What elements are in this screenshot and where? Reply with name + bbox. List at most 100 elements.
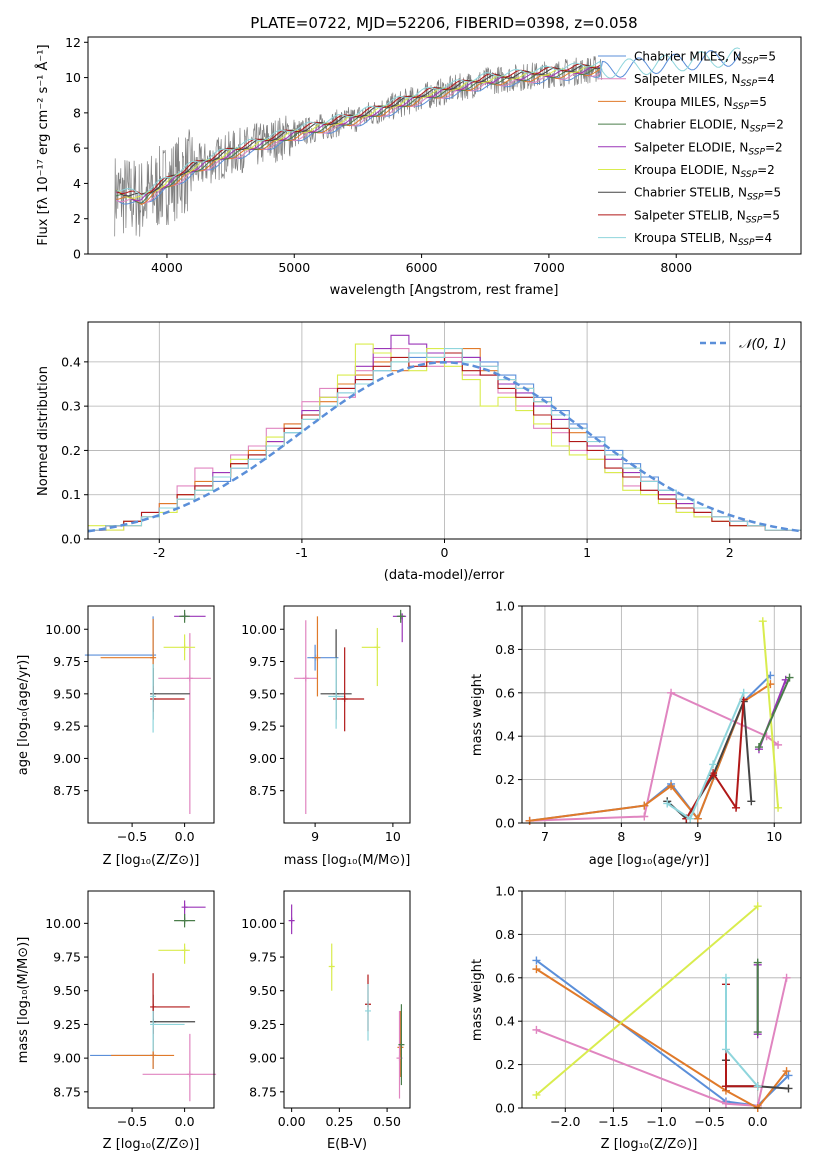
y-tick-label: 1.0 xyxy=(495,884,515,899)
mass-vs-ebv-panel: 0.00 0.25 0.50 8.75 9.00 9.25 9.50 9.75 10.00 xyxy=(241,890,411,1129)
x-tick-label: 5000 xyxy=(278,260,310,275)
y-tick-label: 0.6 xyxy=(495,685,515,700)
spectrum-title: PLATE=0722, MJD=52206, FIBERID=0398, z=0… xyxy=(250,14,637,32)
errorbar-point xyxy=(163,634,196,661)
errorbar-marker xyxy=(150,1003,157,1010)
spectrum-xlabel: wavelength [Angstrom, rest frame] xyxy=(330,283,559,298)
y-tick-label: 8.75 xyxy=(249,1084,277,1099)
legend-label: Chabrier STELIB, NSSP=5 xyxy=(634,186,781,203)
weight-series-line xyxy=(666,692,745,821)
weight-point-marker xyxy=(753,1082,762,1091)
y-tick-label: 10 xyxy=(65,70,81,85)
weight-point-marker xyxy=(784,1071,793,1080)
x-tick-label: 0.0 xyxy=(748,1114,768,1129)
y-tick-label: 9.50 xyxy=(53,983,81,998)
legend-label: Salpeter STELIB, NSSP=5 xyxy=(634,208,780,225)
weight-point-marker xyxy=(721,1045,730,1054)
age-vs-mass-panel: 9 10 8.75 9.00 9.25 9.50 9.75 10.00 xyxy=(241,605,411,844)
normal-legend-label: 𝒩(0, 1) xyxy=(739,337,786,352)
weight-point-marker xyxy=(754,743,763,752)
weight-point-marker xyxy=(693,814,702,823)
errorbar-marker xyxy=(181,947,188,954)
spectrum-ylabel: Flux [fλ 10⁻¹⁷ erg cm⁻² s⁻¹ Å⁻¹] xyxy=(35,44,51,245)
y-tick-label: 9.00 xyxy=(53,751,81,766)
model-spectrum-line xyxy=(115,64,600,197)
p7-xlabel: Z [log₁₀(Z/Z⊙)] xyxy=(601,1137,698,1152)
model-spectrum-line xyxy=(115,63,601,195)
x-tick-label: 0.0 xyxy=(175,1114,195,1129)
axes-frame xyxy=(521,890,802,1109)
axes-frame xyxy=(283,890,411,1109)
p2-ylabel: age [log₁₀(age/yr)] xyxy=(16,655,31,776)
errorbar-point xyxy=(158,943,190,964)
weight-point-marker xyxy=(640,801,649,810)
x-tick-label: 0 xyxy=(441,545,449,560)
weight-point-marker xyxy=(663,799,672,808)
errorbar-marker xyxy=(328,963,335,970)
p4-ylabel: mass weight xyxy=(470,674,485,756)
x-tick-label: 8000 xyxy=(660,260,692,275)
x-tick-label: 0.00 xyxy=(278,1114,306,1129)
x-tick-label: −1.0 xyxy=(646,1114,676,1129)
y-tick-label: 0.0 xyxy=(61,532,81,547)
histogram-ylabel: Normed distribution xyxy=(36,366,51,496)
errorbar-point xyxy=(397,1010,404,1077)
weight-point-marker xyxy=(782,1067,791,1076)
legend-label: Kroupa ELODIE, NSSP=2 xyxy=(634,163,775,180)
y-tick-label: 0.8 xyxy=(495,642,515,657)
y-tick-label: 0.2 xyxy=(61,443,81,458)
weight-series-line xyxy=(761,621,780,808)
x-tick-label: −2.0 xyxy=(550,1114,580,1129)
p7-ylabel: mass weight xyxy=(470,959,485,1041)
weight-point-marker xyxy=(532,965,541,974)
x-tick-label: -1 xyxy=(296,545,308,560)
weight-point-marker xyxy=(721,973,730,982)
errorbar-marker xyxy=(181,613,188,620)
weight-point-marker xyxy=(784,1084,793,1093)
y-tick-label: 1.0 xyxy=(495,599,515,614)
weight-series-line xyxy=(536,977,788,1107)
y-tick-label: 8 xyxy=(73,105,81,120)
x-tick-label: 10 xyxy=(385,829,401,844)
histogram-xlabel: (data-model)/error xyxy=(384,568,505,583)
y-tick-label: 10.00 xyxy=(45,916,81,931)
y-tick-label: 9.25 xyxy=(53,719,81,734)
errorbar-point xyxy=(142,1033,217,1102)
errorbar-point xyxy=(174,913,196,928)
massweight-vs-age-panel: 7 8 9 10 0.0 0.2 0.4 0.6 0.8 1.0 xyxy=(495,599,802,844)
y-tick-label: 9.50 xyxy=(249,686,277,701)
legend-label: Chabrier MILES, NSSP=5 xyxy=(634,50,776,67)
errorbar-marker xyxy=(341,696,348,702)
model-spectrum-line xyxy=(115,50,741,205)
model-spectrum-line xyxy=(115,47,741,197)
p4-xlabel: age [log₁₀(age/yr)] xyxy=(589,853,710,868)
weight-point-marker xyxy=(753,1028,762,1037)
y-tick-label: 0.2 xyxy=(495,1057,515,1072)
errorbar-marker xyxy=(181,904,188,911)
y-tick-label: 9.25 xyxy=(249,719,277,734)
legend-label: Salpeter ELODIE, NSSP=2 xyxy=(634,140,783,157)
y-tick-label: 9.00 xyxy=(249,1051,277,1066)
mass-vs-metallicity-panel: −0.5 0.0 8.75 9.00 9.25 9.50 9.75 10.00 xyxy=(45,890,217,1129)
axes-frame xyxy=(283,605,411,824)
y-tick-label: 0 xyxy=(73,247,81,262)
y-tick-label: 0.4 xyxy=(61,354,81,369)
y-tick-label: 9.75 xyxy=(249,950,277,965)
errorbar-point xyxy=(158,633,211,814)
x-tick-label: −0.5 xyxy=(117,829,147,844)
legend-label: Salpeter MILES, NSSP=4 xyxy=(634,72,775,89)
x-tick-label: 2 xyxy=(726,545,734,560)
legend-label: Kroupa MILES, NSSP=5 xyxy=(634,95,767,112)
x-tick-label: 6000 xyxy=(406,260,438,275)
errorbar-marker xyxy=(150,1052,157,1059)
legend-label: Chabrier ELODIE, NSSP=2 xyxy=(634,118,784,135)
weight-point-marker xyxy=(686,814,695,823)
observed-spectrum-line xyxy=(114,56,603,237)
weight-point-marker xyxy=(721,1099,730,1108)
axes-frame xyxy=(521,605,802,824)
errorbar-marker xyxy=(288,917,295,924)
x-tick-label: 0.0 xyxy=(175,829,195,844)
weight-point-marker xyxy=(532,956,541,965)
weight-point-marker xyxy=(739,688,748,697)
